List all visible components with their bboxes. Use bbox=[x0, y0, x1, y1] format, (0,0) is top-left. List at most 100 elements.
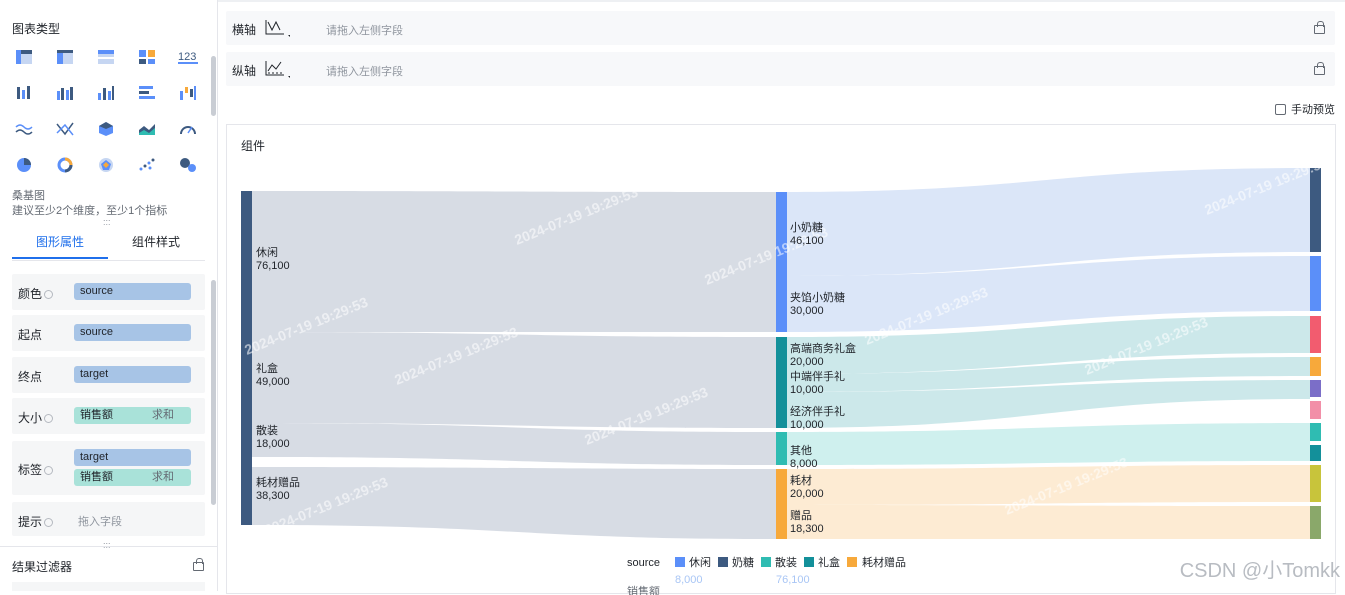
selected-chart-hint: 建议至少2个维度，至少1个指标 bbox=[12, 202, 167, 218]
manual-preview-checkbox[interactable] bbox=[1275, 104, 1286, 115]
node-source-bar[interactable] bbox=[241, 191, 252, 525]
node-t3[interactable] bbox=[1310, 316, 1321, 353]
table-icon[interactable] bbox=[12, 45, 36, 69]
scatter-icon[interactable] bbox=[135, 153, 159, 177]
prop-color: 颜色 source bbox=[12, 274, 205, 310]
resize-handle-bottom[interactable]: ::: bbox=[103, 540, 111, 550]
source-label-name: 休闲 bbox=[256, 245, 278, 259]
legend-swatch[interactable] bbox=[761, 557, 771, 567]
prop-size: 大小 销售额求和 bbox=[12, 398, 205, 434]
legend-swatch[interactable] bbox=[718, 557, 728, 567]
chart-type-scrollbar[interactable] bbox=[211, 56, 216, 116]
wave-line-icon[interactable] bbox=[12, 117, 36, 141]
field-pill-source[interactable]: source bbox=[74, 324, 191, 341]
gear-icon[interactable] bbox=[44, 414, 53, 423]
property-tabs: 图形属性 组件样式 bbox=[12, 229, 205, 261]
tooltip-drop-zone[interactable]: 拖入字段 bbox=[78, 513, 122, 529]
field-pill-sales[interactable]: 销售额 求和 bbox=[74, 407, 191, 424]
source-label-name: 散装 bbox=[256, 423, 278, 437]
legend: source 休闲 奶糖 散装 礼盒 耗材赠品 8,000 76,100 销售额 bbox=[627, 555, 906, 595]
donut-icon[interactable] bbox=[53, 153, 77, 177]
legend-swatch[interactable] bbox=[675, 557, 685, 567]
column-icon[interactable] bbox=[53, 81, 77, 105]
mosaic-icon[interactable] bbox=[135, 45, 159, 69]
node-t5[interactable] bbox=[1310, 380, 1321, 397]
lock-icon[interactable] bbox=[1314, 25, 1325, 34]
filter-drop-zone[interactable] bbox=[12, 582, 205, 591]
source-label-value: 49,000 bbox=[256, 376, 290, 388]
waterfall-icon[interactable] bbox=[176, 81, 200, 105]
legend-swatch[interactable] bbox=[804, 557, 814, 567]
node-t10[interactable] bbox=[1310, 506, 1321, 539]
node-t6[interactable] bbox=[1310, 401, 1321, 419]
node-t9[interactable] bbox=[1310, 465, 1321, 502]
link-giftbox-giftbox bbox=[252, 332, 776, 428]
lock-icon[interactable] bbox=[1314, 66, 1325, 75]
property-scrollbar[interactable] bbox=[211, 280, 216, 505]
bar-icon[interactable] bbox=[135, 81, 159, 105]
node-t8[interactable] bbox=[1310, 445, 1321, 461]
gear-icon[interactable] bbox=[44, 290, 53, 299]
y-axis-drop-zone[interactable]: 请拖入左侧字段 bbox=[326, 63, 403, 79]
source-label-value: 38,300 bbox=[256, 490, 290, 502]
aggregation-label[interactable]: 求和 bbox=[152, 407, 174, 424]
gear-icon[interactable] bbox=[44, 466, 53, 475]
area-icon[interactable] bbox=[135, 117, 159, 141]
link-bulk-bulk bbox=[252, 423, 776, 465]
x-axis-type-icon[interactable] bbox=[264, 18, 290, 41]
link-other bbox=[782, 423, 1310, 465]
grouped-bar-icon[interactable] bbox=[12, 81, 36, 105]
size-legend-label: 销售额 bbox=[627, 584, 660, 595]
node-consumable-gift[interactable] bbox=[776, 469, 787, 539]
target-label-value: 46,100 bbox=[790, 235, 824, 247]
target-label-value: 30,000 bbox=[790, 305, 824, 317]
field-pill-source[interactable]: source bbox=[74, 283, 191, 300]
y-axis-row: 纵轴 请拖入左侧字段 bbox=[226, 52, 1335, 86]
detail-table-icon[interactable] bbox=[94, 45, 118, 69]
source-label-name: 耗材赠品 bbox=[256, 475, 300, 489]
manual-preview-toggle[interactable]: 手动预览 bbox=[1275, 101, 1335, 117]
radar-icon[interactable] bbox=[94, 153, 118, 177]
field-pill-target[interactable]: target bbox=[74, 449, 191, 466]
y-axis-type-icon[interactable] bbox=[264, 59, 290, 82]
prop-end-label: 终点 bbox=[18, 368, 42, 385]
node-t2[interactable] bbox=[1310, 256, 1321, 311]
node-bulk[interactable] bbox=[776, 432, 787, 465]
legend-item[interactable]: 奶糖 bbox=[732, 555, 754, 569]
node-milk-candy[interactable] bbox=[776, 192, 787, 332]
node-t4[interactable] bbox=[1310, 357, 1321, 376]
bubble-icon[interactable] bbox=[176, 153, 200, 177]
legend-item[interactable]: 礼盒 bbox=[818, 555, 840, 569]
divider bbox=[0, 546, 218, 547]
node-giftbox[interactable] bbox=[776, 337, 787, 428]
legend-swatch[interactable] bbox=[847, 557, 857, 567]
kpi-number-icon[interactable]: 123 bbox=[176, 45, 200, 69]
tab-component-style[interactable]: 组件样式 bbox=[108, 229, 204, 259]
range-max-label: 76,100 bbox=[776, 574, 810, 586]
field-pill-target[interactable]: target bbox=[74, 366, 191, 383]
legend-item[interactable]: 散装 bbox=[775, 555, 797, 569]
legend-item[interactable]: 休闲 bbox=[689, 555, 711, 569]
x-axis-drop-zone[interactable]: 请拖入左侧字段 bbox=[326, 22, 403, 38]
target-label-name: 高端商务礼盒 bbox=[790, 341, 856, 355]
cube-icon[interactable] bbox=[94, 117, 118, 141]
gear-icon[interactable] bbox=[44, 518, 53, 527]
lock-icon[interactable] bbox=[193, 562, 204, 571]
field-pill-sales[interactable]: 销售额求和 bbox=[74, 469, 191, 486]
gauge-icon[interactable] bbox=[176, 117, 200, 141]
target-label-name: 其他 bbox=[790, 444, 812, 457]
node-t1[interactable] bbox=[1310, 168, 1321, 252]
legend-item[interactable]: 耗材赠品 bbox=[862, 555, 906, 569]
aggregation-label[interactable]: 求和 bbox=[152, 469, 174, 486]
target-label-value: 18,300 bbox=[790, 523, 824, 535]
chart-type-title: 图表类型 bbox=[12, 20, 60, 37]
tab-graph-properties[interactable]: 图形属性 bbox=[12, 229, 108, 259]
column-stack-icon[interactable] bbox=[94, 81, 118, 105]
pivot-table-icon[interactable] bbox=[53, 45, 77, 69]
node-t7[interactable] bbox=[1310, 423, 1321, 441]
resize-handle-top[interactable]: ::: bbox=[103, 217, 111, 227]
pie-icon[interactable] bbox=[12, 153, 36, 177]
field-name: 销售额 bbox=[80, 409, 113, 421]
source-label-value: 18,000 bbox=[256, 438, 290, 450]
cross-line-icon[interactable] bbox=[53, 117, 77, 141]
